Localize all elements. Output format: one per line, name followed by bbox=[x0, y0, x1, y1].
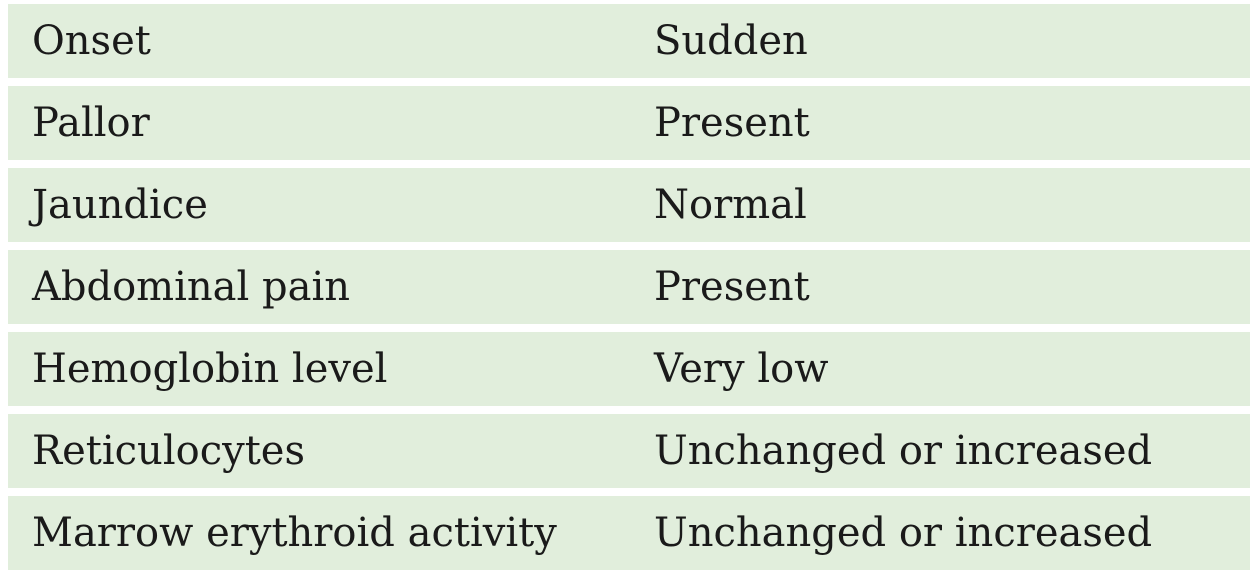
row-label: Reticulocytes bbox=[32, 428, 305, 474]
row-label: Jaundice bbox=[32, 182, 208, 228]
row-label: Pallor bbox=[32, 100, 150, 146]
row-value: Unchanged or increased bbox=[654, 510, 1153, 556]
row-label: Onset bbox=[32, 18, 151, 64]
row-value: Very low bbox=[654, 346, 829, 392]
table-row: Abdominal pain Present bbox=[8, 250, 1250, 324]
table-row: Onset Sudden bbox=[8, 4, 1250, 78]
table-row: Pallor Present bbox=[8, 86, 1250, 160]
row-label: Abdominal pain bbox=[32, 264, 351, 310]
row-value: Present bbox=[654, 100, 810, 146]
table-row: Reticulocytes Unchanged or increased bbox=[8, 414, 1250, 488]
table-row: Hemoglobin level Very low bbox=[8, 332, 1250, 406]
row-value: Unchanged or increased bbox=[654, 428, 1153, 474]
table-row: Jaundice Normal bbox=[8, 168, 1250, 242]
findings-table: Onset Sudden Pallor Present Jaundice Nor… bbox=[8, 4, 1250, 570]
row-value: Sudden bbox=[654, 18, 808, 64]
row-label: Marrow erythroid activity bbox=[32, 510, 557, 556]
table-row: Marrow erythroid activity Unchanged or i… bbox=[8, 496, 1250, 570]
row-label: Hemoglobin level bbox=[32, 346, 388, 392]
row-value: Normal bbox=[654, 182, 807, 228]
row-value: Present bbox=[654, 264, 810, 310]
